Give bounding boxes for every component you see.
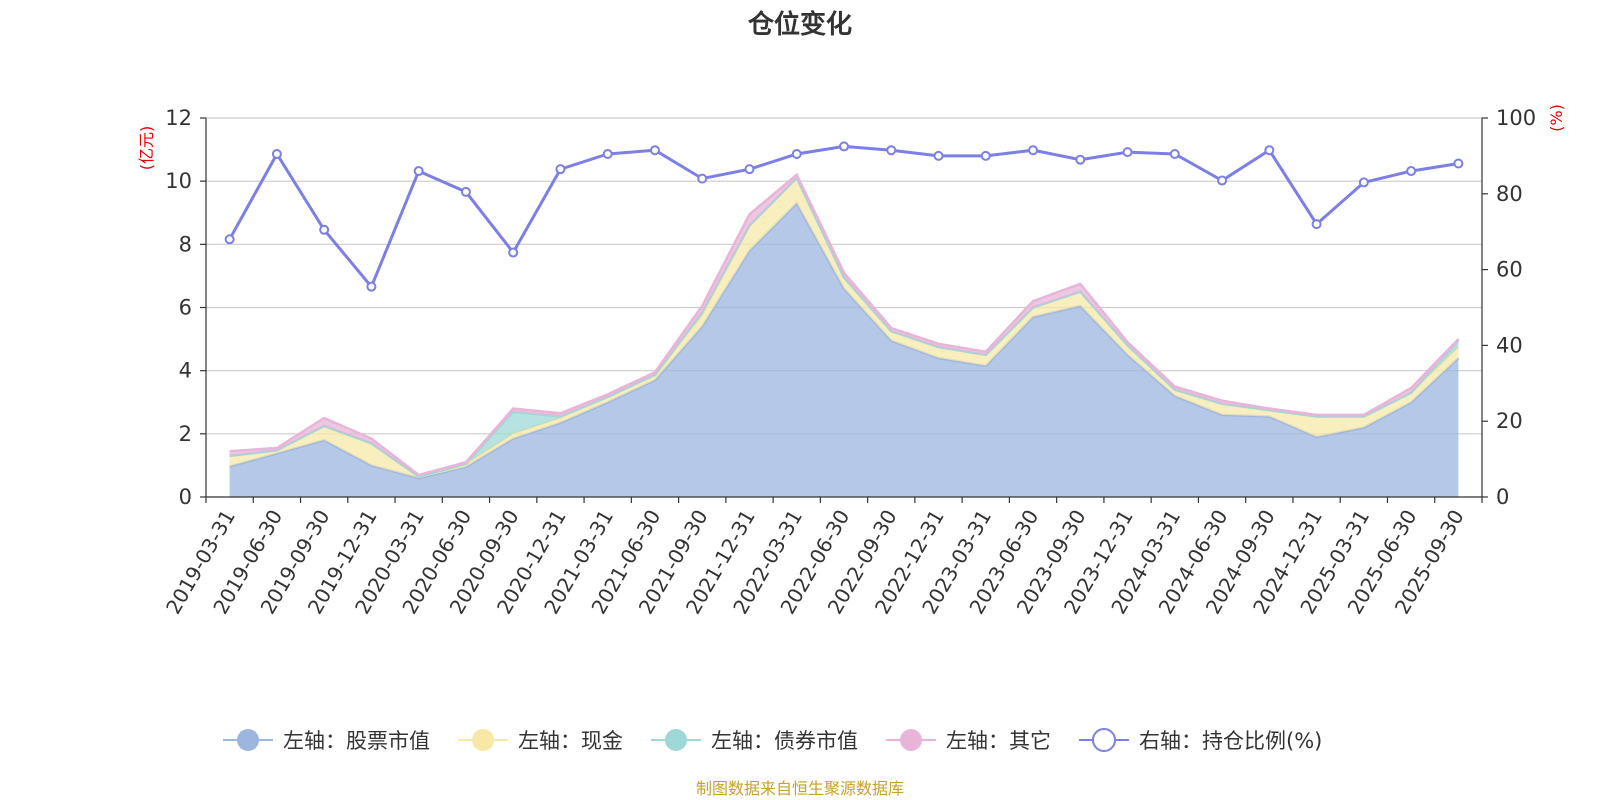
ratio-point [744,164,755,175]
ratio-point [791,149,802,160]
left-tick-label: 2 [179,422,192,446]
ratio-point [555,164,566,175]
ratio-point [1406,166,1417,177]
ratio-point [602,149,613,160]
legend-symbol-dot [665,729,687,751]
stacked-areas [229,172,1460,498]
ratio-point [271,149,282,160]
chart-title: 仓位变化 [747,9,852,40]
left-axis-unit: (亿元) [137,126,156,171]
left-tick-label: 4 [179,359,192,383]
ratio-point [413,166,424,177]
legend-label: 左轴：债券市值 [711,729,858,753]
ratio-point [1169,149,1180,160]
left-tick-label: 10 [165,169,192,193]
legend-label: 左轴：股票市值 [283,729,430,753]
right-tick-label: 100 [1496,106,1536,130]
legend-symbol-dot [472,729,494,751]
ratio-point [1311,219,1322,230]
left-tick-label: 0 [179,485,192,509]
ratio-point [1075,154,1086,165]
legend-item-5: 右轴：持仓比例(%) [1079,728,1322,753]
area-series-edge-4 [229,172,1460,477]
area-series-1 [229,203,1459,498]
ratio-point [508,247,519,258]
ratio-point [1028,145,1039,156]
left-tick-label: 12 [165,106,192,130]
legend-symbol-dot [900,729,922,751]
ratio-point [697,173,708,184]
ratio-point [649,145,660,156]
ratio-point [1122,147,1133,158]
ratio-point [460,186,471,197]
right-axis-unit: (%) [1547,104,1566,132]
legend-label: 右轴：持仓比例(%) [1139,729,1322,753]
ratio-line [224,141,1464,292]
ratio-point [366,281,377,292]
ratio-point [1358,177,1369,188]
legend-symbol-dot [1092,728,1116,752]
legend-label: 左轴：现金 [518,729,623,753]
legend-item-1: 左轴：股票市值 [223,729,430,753]
right-tick-label: 40 [1496,333,1523,357]
right-tick-label: 20 [1496,409,1523,433]
legend-item-4: 左轴：其它 [886,729,1051,753]
area-series-2 [229,178,1459,479]
legend: 左轴：股票市值 左轴：现金 左轴：债券市值 左轴：其它 右轴：持仓比例(%) [223,728,1322,753]
ratio-point [224,234,235,245]
ratio-line-path [228,144,1459,290]
ratio-point [933,150,944,161]
left-tick-label: 6 [179,296,192,320]
ratio-point [319,224,330,235]
legend-symbol-dot [237,729,259,751]
right-tick-label: 80 [1496,182,1523,206]
legend-item-3: 左轴：债券市值 [651,729,858,753]
ratio-point [1453,158,1464,169]
ratio-point [1217,175,1228,186]
left-tick-label: 8 [179,232,192,256]
legend-label: 左轴：其它 [946,729,1051,753]
ratio-point [980,150,991,161]
right-tick-label: 0 [1496,485,1509,509]
legend-item-2: 左轴：现金 [458,729,623,753]
ratio-point [1264,145,1275,156]
ratio-point [886,145,897,156]
right-tick-label: 60 [1496,258,1523,282]
source-note: 制图数据来自恒生聚源数据库 [696,779,904,798]
ratio-point [839,141,849,152]
